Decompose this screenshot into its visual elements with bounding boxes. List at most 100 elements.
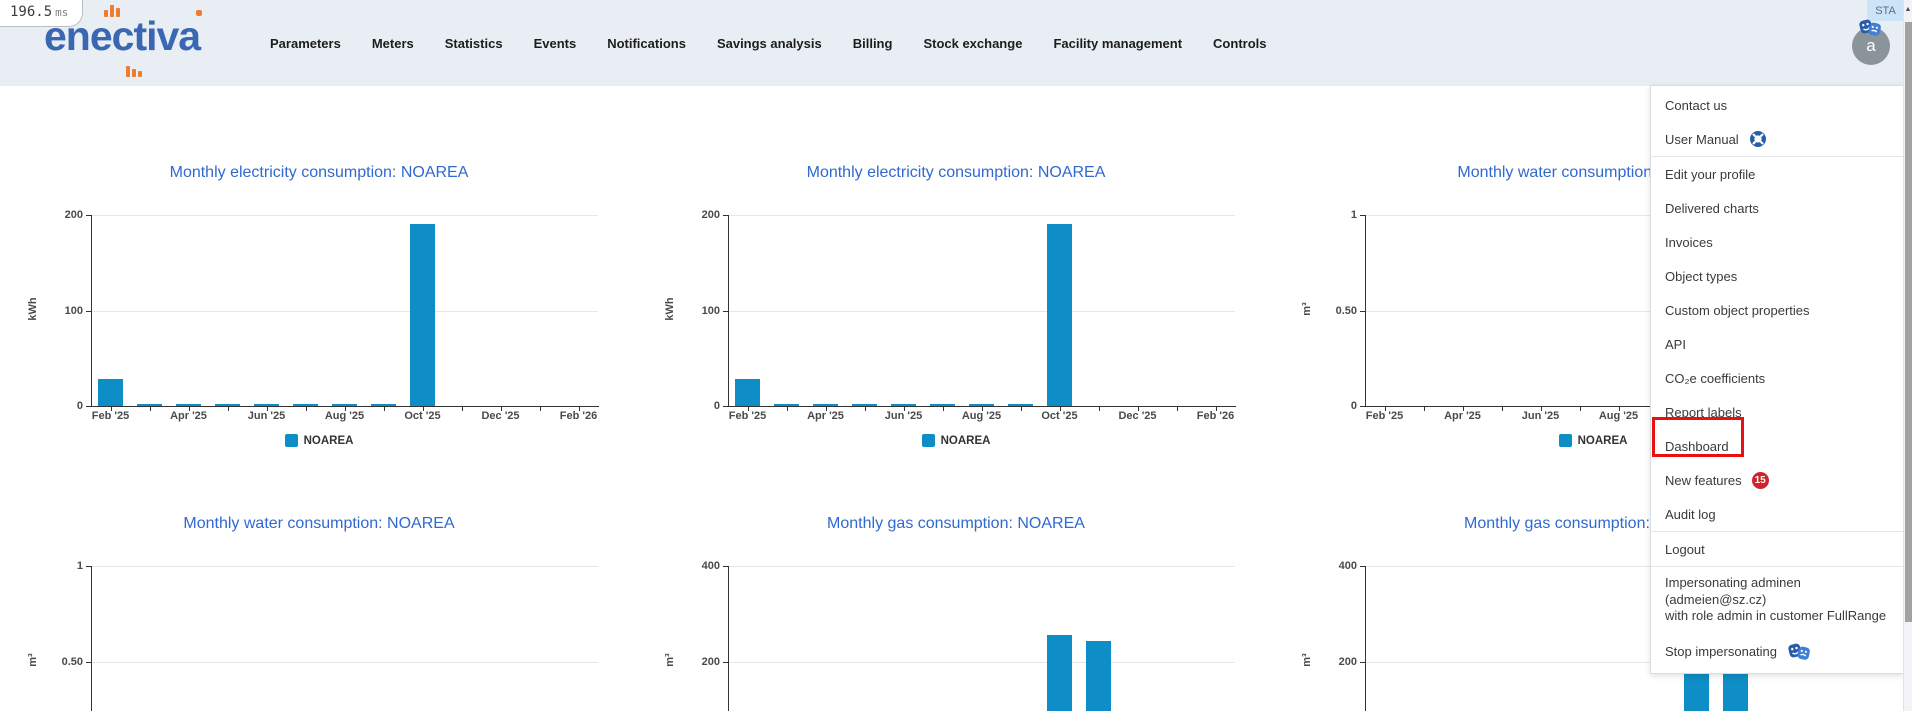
bar-sep-25[interactable] [1008, 404, 1033, 406]
nav-item-savings-analysis[interactable]: Savings analysis [716, 35, 822, 51]
y-tick-label: 0.50 [1335, 304, 1357, 317]
x-tick-mark [825, 407, 827, 411]
bar-oct-25[interactable] [1047, 223, 1072, 406]
main-nav: Parameters Meters Statistics Events Notifica… [270, 0, 1267, 86]
bar-apr-25[interactable] [813, 404, 838, 406]
menu-item-label: Delivered charts [1665, 200, 1759, 216]
y-tick-mark [86, 661, 91, 663]
x-tick-mark [1137, 407, 1139, 411]
menu-item-custom-object-properties[interactable]: Custom object properties [1651, 293, 1903, 327]
legend-swatch [284, 434, 298, 447]
menu-item-label: Stop impersonating [1665, 644, 1778, 659]
nav-item-controls[interactable]: Controls [1213, 35, 1267, 51]
menu-item-report-labels[interactable]: Report labels [1651, 395, 1903, 429]
menu-item-object-types[interactable]: Object types [1651, 259, 1903, 293]
nav-item-statistics[interactable]: Statistics [444, 35, 503, 51]
y-axis-line [728, 566, 729, 711]
nav-item-stock-exchange[interactable]: Stock exchange [923, 35, 1023, 51]
logo-accent-bars-bottom [126, 66, 142, 77]
y-axis-line [1365, 566, 1366, 711]
y-tick-label: 400 [701, 560, 720, 572]
menu-item-invoices[interactable]: Invoices [1651, 225, 1903, 259]
bar-nov-25[interactable] [1086, 641, 1111, 711]
bar-jun-25[interactable] [891, 404, 916, 406]
bar-aug-25[interactable] [969, 404, 994, 406]
x-tick-mark [500, 407, 502, 411]
menu-item-edit-your-profile[interactable]: Edit your profile [1651, 157, 1903, 191]
x-tick-label: Apr '25 [1444, 410, 1481, 422]
profiler-unit: ms [55, 6, 69, 19]
bar-jun-25[interactable] [254, 404, 279, 406]
bar-jul-25[interactable] [293, 404, 318, 406]
y-tick-mark [1360, 661, 1365, 663]
x-tick-mark [422, 407, 424, 411]
x-tick-label: Jun '25 [884, 410, 923, 422]
avatar[interactable]: a [1852, 27, 1890, 65]
chart-title: Monthly water consumption: NOAREA [183, 515, 455, 532]
x-tick-mark [1176, 407, 1178, 411]
x-tick-label: Jun '25 [1521, 410, 1560, 422]
logo-accent-dot [196, 10, 202, 16]
menu-item-new-features[interactable]: New features 15 [1651, 463, 1903, 497]
x-tick-label: Oct '25 [404, 410, 441, 422]
x-tick-mark [1618, 407, 1620, 411]
chart-legend[interactable]: NOAREA [1275, 434, 1911, 447]
menu-item-delivered-charts[interactable]: Delivered charts [1651, 191, 1903, 225]
y-tick-mark [723, 215, 728, 216]
scrollbar-thumb[interactable] [1905, 22, 1912, 622]
x-tick-mark [747, 407, 749, 411]
bar-may-25[interactable] [852, 404, 877, 406]
y-tick-label: 0 [76, 400, 83, 412]
bar-mar-25[interactable] [137, 404, 162, 406]
menu-item-stop-impersonating[interactable]: Stop impersonating [1651, 633, 1903, 671]
bar-feb-25[interactable] [98, 379, 123, 406]
y-tick-mark [723, 310, 728, 312]
chart-title: Monthly gas consumption: NOAREA [827, 515, 1085, 532]
gridline [728, 661, 1235, 663]
profiler-badge[interactable]: 196.5 ms [0, 0, 84, 27]
y-tick-mark [86, 215, 91, 216]
bar-apr-25[interactable] [176, 404, 201, 406]
x-tick-mark [1540, 407, 1542, 411]
nav-item-notifications[interactable]: Notifications [607, 35, 686, 51]
profiler-time: 196.5 [10, 4, 53, 20]
chart-legend[interactable]: NOAREA [1, 434, 637, 447]
menu-item-api[interactable]: API [1651, 327, 1903, 361]
bar-feb-25[interactable] [735, 379, 760, 406]
menu-item-label: User Manual [1665, 131, 1739, 147]
gridline [1365, 215, 1872, 216]
menu-item-user-manual[interactable]: User Manual [1651, 122, 1903, 156]
bar-jul-25[interactable] [930, 404, 955, 406]
bar-aug-25[interactable] [332, 404, 357, 406]
x-tick-mark [1059, 407, 1061, 411]
menu-item-co-e-coefficients[interactable]: CO₂e coefficients [1651, 361, 1903, 395]
bar-oct-25[interactable] [410, 223, 435, 406]
gridline [91, 661, 598, 663]
y-axis-line [91, 566, 92, 711]
bar-may-25[interactable] [215, 404, 240, 406]
x-tick-mark [188, 407, 190, 411]
bar-mar-25[interactable] [774, 404, 799, 406]
menu-item-contact-us[interactable]: Contact us [1651, 88, 1903, 122]
gridline [1365, 566, 1872, 567]
masks-icon [1787, 641, 1812, 661]
chart-legend[interactable]: NOAREA [638, 434, 1274, 447]
nav-item-facility-management[interactable]: Facility management [1053, 35, 1183, 51]
nav-item-meters[interactable]: Meters [371, 35, 414, 51]
nav-item-parameters[interactable]: Parameters [270, 35, 341, 51]
scrollbar-up-arrow[interactable]: ▲ [1904, 5, 1912, 13]
y-tick-label: 1 [76, 560, 83, 572]
y-tick-label: 200 [64, 209, 83, 221]
menu-item-dashboard[interactable]: Dashboard [1651, 429, 1903, 463]
nav-item-events[interactable]: Events [533, 35, 577, 51]
nav-item-billing[interactable]: Billing [852, 35, 893, 51]
y-tick-label: 0 [713, 400, 720, 412]
menu-item-logout[interactable]: Logout [1651, 532, 1903, 566]
menu-item-label: Audit log [1665, 506, 1716, 522]
menu-item-audit-log[interactable]: Audit log [1651, 497, 1903, 531]
bar-sep-25[interactable] [371, 404, 396, 406]
y-tick-label: 200 [701, 209, 720, 221]
gridline [91, 310, 598, 312]
vertical-scrollbar[interactable]: ▲ [1903, 0, 1912, 711]
bar-oct-25[interactable] [1047, 635, 1072, 711]
